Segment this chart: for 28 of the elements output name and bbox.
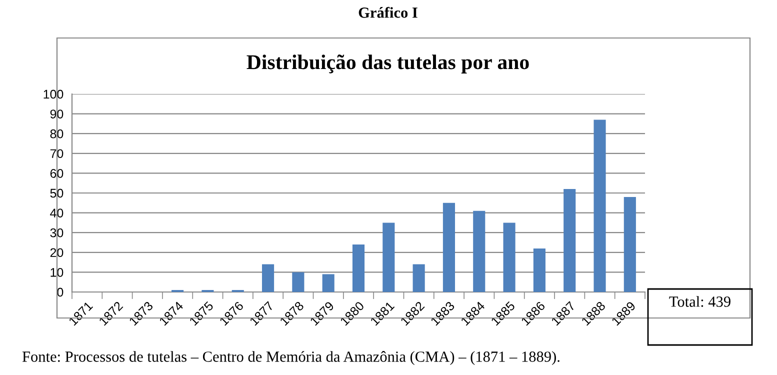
text: Total: 439 xyxy=(669,296,730,307)
bar xyxy=(442,202,456,292)
bar xyxy=(624,196,636,292)
y-tick-label: 0 xyxy=(57,288,64,297)
bar xyxy=(594,120,606,292)
bar xyxy=(533,248,546,292)
y-tick-label: 30 xyxy=(50,228,64,238)
chart-title: Gráfico I xyxy=(358,6,418,18)
y-tick-label: 80 xyxy=(50,129,64,138)
bar xyxy=(322,274,334,292)
chart-subtitle: Distribuição das tutelas por ano xyxy=(246,54,529,74)
bar xyxy=(564,189,576,292)
y-tick-label: 100 xyxy=(44,90,64,99)
bar xyxy=(352,244,365,292)
y-tick-label: 60 xyxy=(50,169,64,178)
y-tick-label: 40 xyxy=(50,208,64,218)
y-tick-label: 10 xyxy=(50,268,64,277)
bar xyxy=(382,222,395,292)
bar xyxy=(412,264,425,292)
bar xyxy=(292,272,304,292)
y-tick-label: 20 xyxy=(50,248,64,258)
source-note: Fonte: Processos de tutelas – Centro de Memória da Amazônia (CMA) – (1871 – 1889). xyxy=(22,351,560,365)
y-tick-label: 70 xyxy=(50,149,64,158)
bar xyxy=(473,210,486,292)
y-tick-label: 90 xyxy=(50,110,64,118)
bar xyxy=(503,222,516,292)
y-tick-label: 50 xyxy=(50,188,64,198)
bar xyxy=(262,264,274,292)
